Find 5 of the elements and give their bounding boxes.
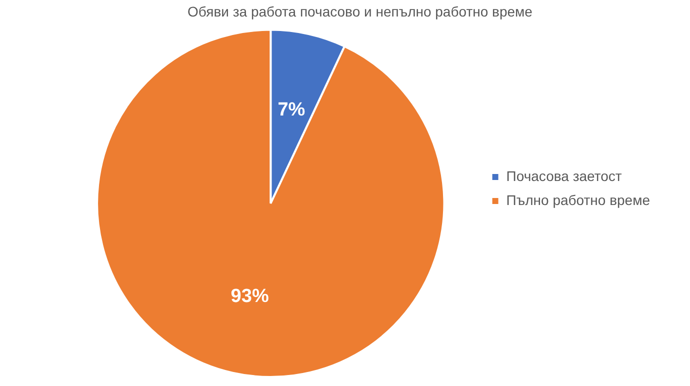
legend-label: Пълно работно време bbox=[506, 192, 650, 208]
legend-label: Почасова заетост bbox=[506, 168, 622, 184]
data-label: 7% bbox=[278, 99, 306, 120]
data-label: 93% bbox=[230, 286, 269, 307]
chart-title: Обяви за работа почасово и непълно работно време bbox=[188, 3, 533, 20]
